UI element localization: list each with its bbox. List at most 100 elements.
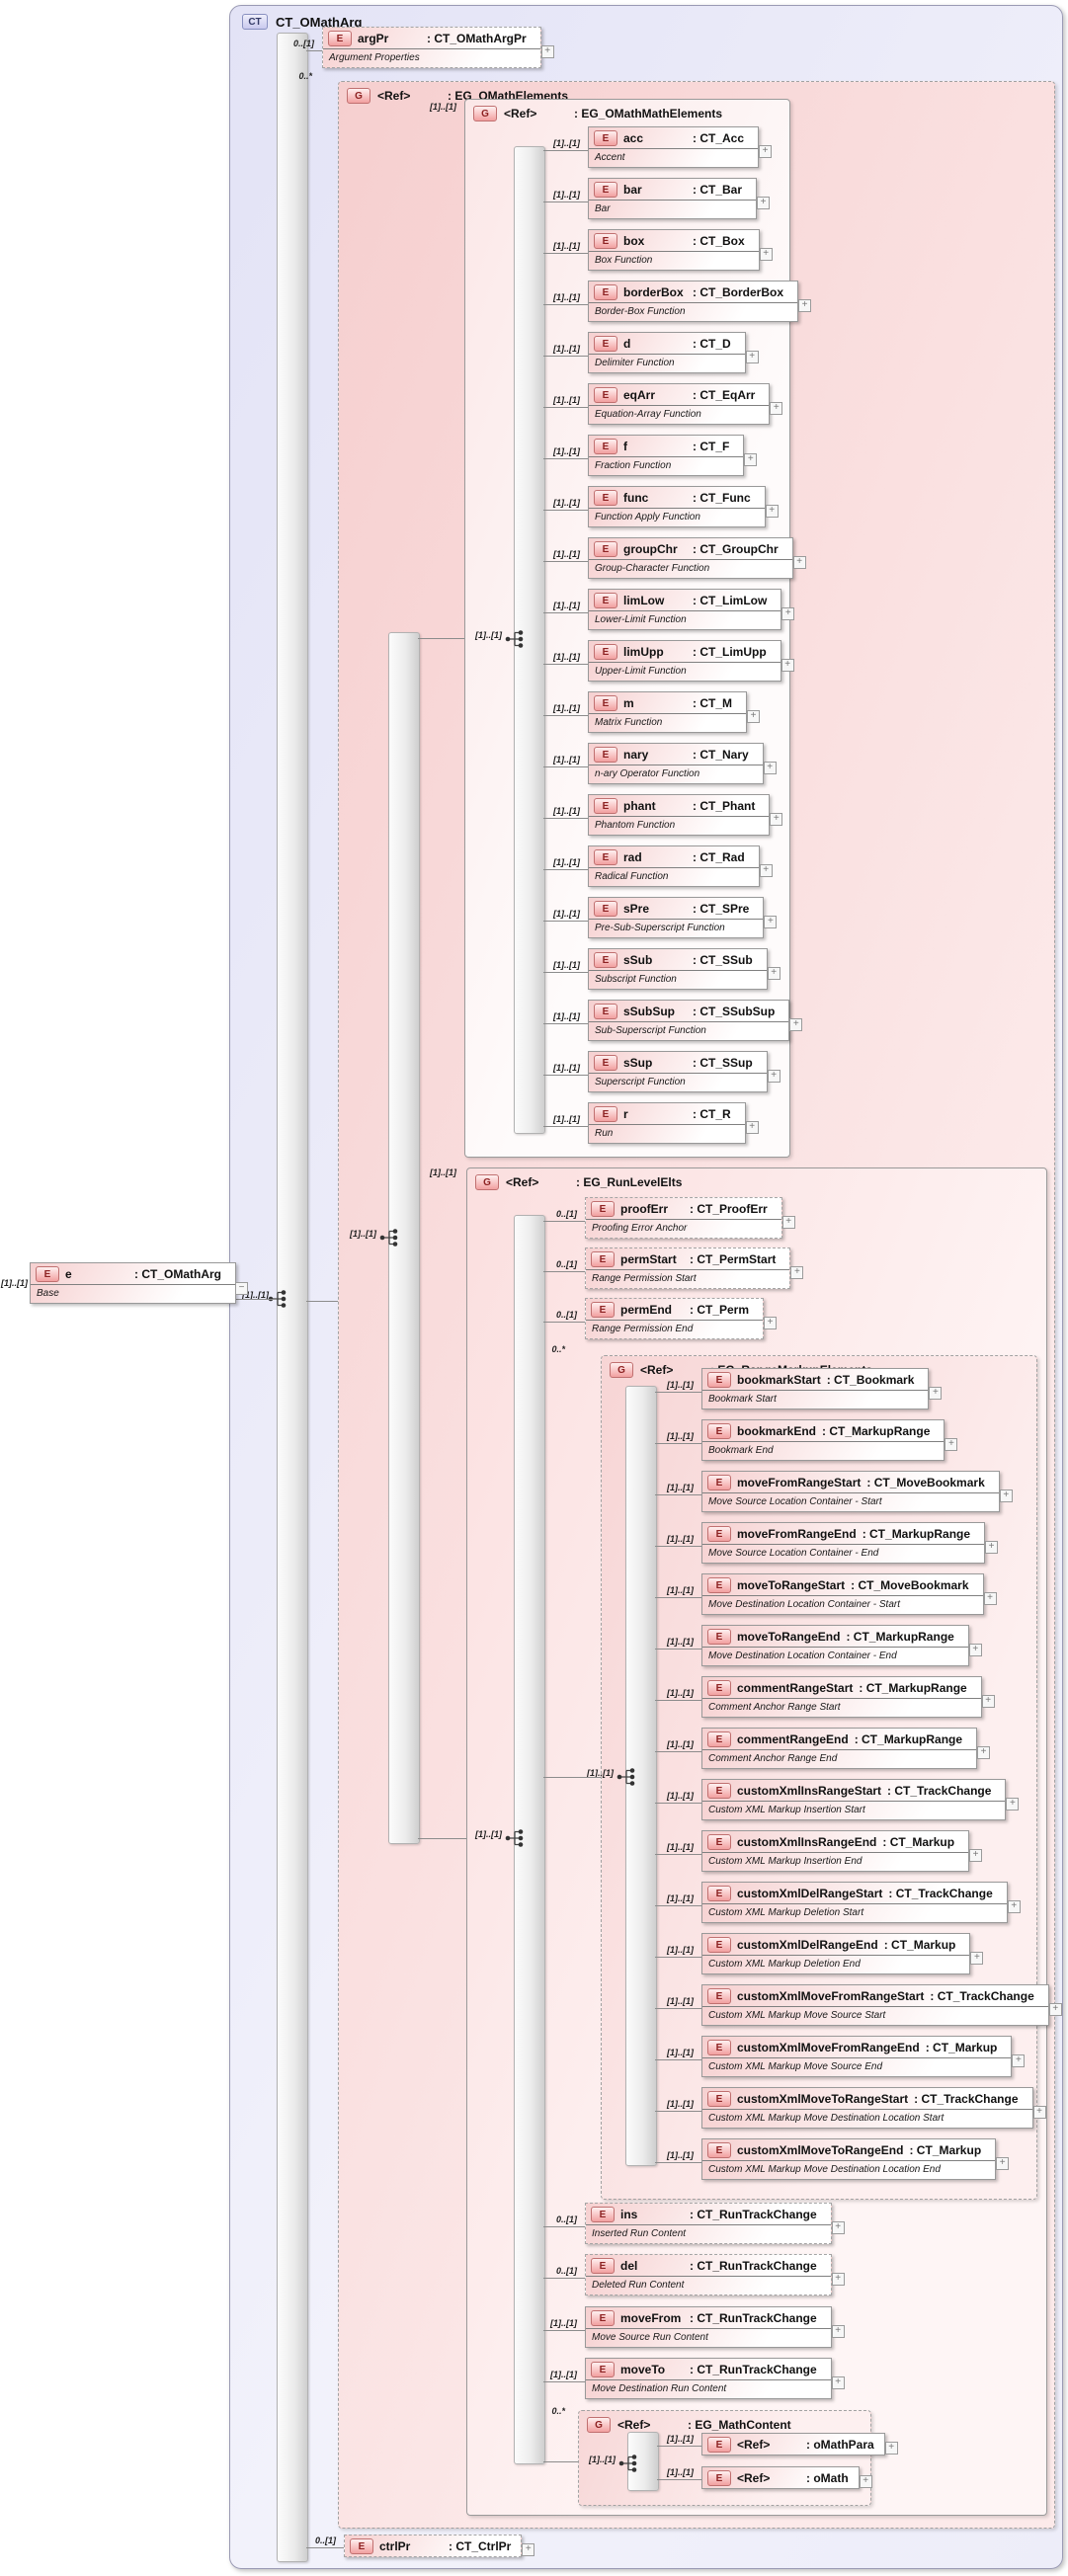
- expand-icon[interactable]: +: [747, 710, 760, 723]
- expand-icon[interactable]: +: [996, 2157, 1010, 2170]
- expand-icon[interactable]: +: [970, 1952, 984, 1965]
- ref-node-oMath[interactable]: E <Ref>: oMath +: [701, 2466, 872, 2489]
- expand-icon[interactable]: +: [789, 1018, 803, 1031]
- expand-icon[interactable]: +: [969, 1849, 983, 1862]
- sequence-compositor-icon[interactable]: [378, 1227, 402, 1248]
- expand-icon[interactable]: +: [999, 1489, 1013, 1502]
- expand-icon[interactable]: +: [540, 45, 554, 58]
- expand-icon[interactable]: +: [831, 2325, 845, 2338]
- expand-icon[interactable]: +: [798, 299, 812, 312]
- expand-icon[interactable]: +: [977, 1746, 991, 1759]
- expand-icon[interactable]: +: [522, 2543, 535, 2556]
- expand-icon[interactable]: +: [1048, 2003, 1062, 2016]
- group-ref-title-EG_RunLevelElts[interactable]: G <Ref> : EG_RunLevelElts: [467, 1168, 1046, 1196]
- expand-icon[interactable]: +: [781, 1216, 795, 1229]
- expand-icon[interactable]: +: [1012, 2054, 1026, 2067]
- expand-icon[interactable]: +: [765, 505, 779, 518]
- expand-icon[interactable]: +: [983, 1592, 997, 1605]
- expand-icon[interactable]: +: [968, 1644, 982, 1656]
- element-node-e[interactable]: E e : CT_OMathArg Base −: [30, 1262, 248, 1304]
- expand-icon[interactable]: +: [929, 1387, 943, 1400]
- expand-icon[interactable]: +: [985, 1541, 999, 1554]
- expand-icon[interactable]: +: [745, 1121, 759, 1134]
- expand-icon[interactable]: +: [763, 762, 777, 774]
- expand-icon[interactable]: +: [767, 1070, 780, 1083]
- expand-icon[interactable]: +: [859, 2475, 872, 2488]
- element-node-argPr[interactable]: E argPr : CT_OMathArgPr Argument Propert…: [322, 27, 554, 68]
- element-node-ctrlPr[interactable]: E ctrlPr : CT_CtrlPr +: [344, 2535, 535, 2557]
- expand-icon[interactable]: +: [764, 1317, 778, 1329]
- sequence-compositor-icon[interactable]: [616, 1766, 639, 1788]
- expand-icon[interactable]: +: [831, 2376, 845, 2389]
- expand-icon[interactable]: +: [781, 607, 795, 620]
- sequence-compositor-icon[interactable]: [617, 2453, 641, 2474]
- expand-icon[interactable]: +: [744, 453, 758, 466]
- expand-icon[interactable]: +: [981, 1695, 995, 1708]
- sequence-compositor-icon[interactable]: [504, 1827, 528, 1849]
- expand-icon[interactable]: +: [759, 248, 773, 261]
- expand-icon[interactable]: +: [767, 967, 780, 980]
- sequence-compositor-icon[interactable]: [504, 628, 528, 650]
- expand-icon[interactable]: +: [1032, 2106, 1046, 2119]
- expand-icon[interactable]: +: [792, 556, 806, 569]
- group-ref-title-EG_OMathMathElements[interactable]: G <Ref> : EG_OMathMathElements: [465, 100, 789, 127]
- expand-icon[interactable]: +: [831, 2221, 845, 2234]
- expand-icon[interactable]: +: [780, 659, 794, 672]
- ref-node-oMathPara[interactable]: E <Ref>: oMathPara +: [701, 2433, 898, 2455]
- expand-icon[interactable]: +: [1007, 1900, 1021, 1913]
- expand-icon[interactable]: +: [884, 2442, 898, 2455]
- expand-icon[interactable]: +: [831, 2273, 845, 2286]
- expand-icon[interactable]: +: [764, 916, 778, 928]
- expand-icon[interactable]: +: [745, 351, 759, 363]
- expand-icon[interactable]: +: [770, 402, 783, 415]
- expand-icon[interactable]: +: [770, 813, 783, 826]
- expand-icon[interactable]: +: [1006, 1798, 1020, 1811]
- expand-icon[interactable]: +: [759, 145, 773, 158]
- group-ref-title-EG_MathContent[interactable]: G <Ref> : EG_MathContent: [579, 2411, 870, 2439]
- expand-icon[interactable]: +: [945, 1438, 958, 1451]
- collapse-icon[interactable]: −: [235, 1282, 248, 1295]
- expand-icon[interactable]: +: [759, 864, 773, 877]
